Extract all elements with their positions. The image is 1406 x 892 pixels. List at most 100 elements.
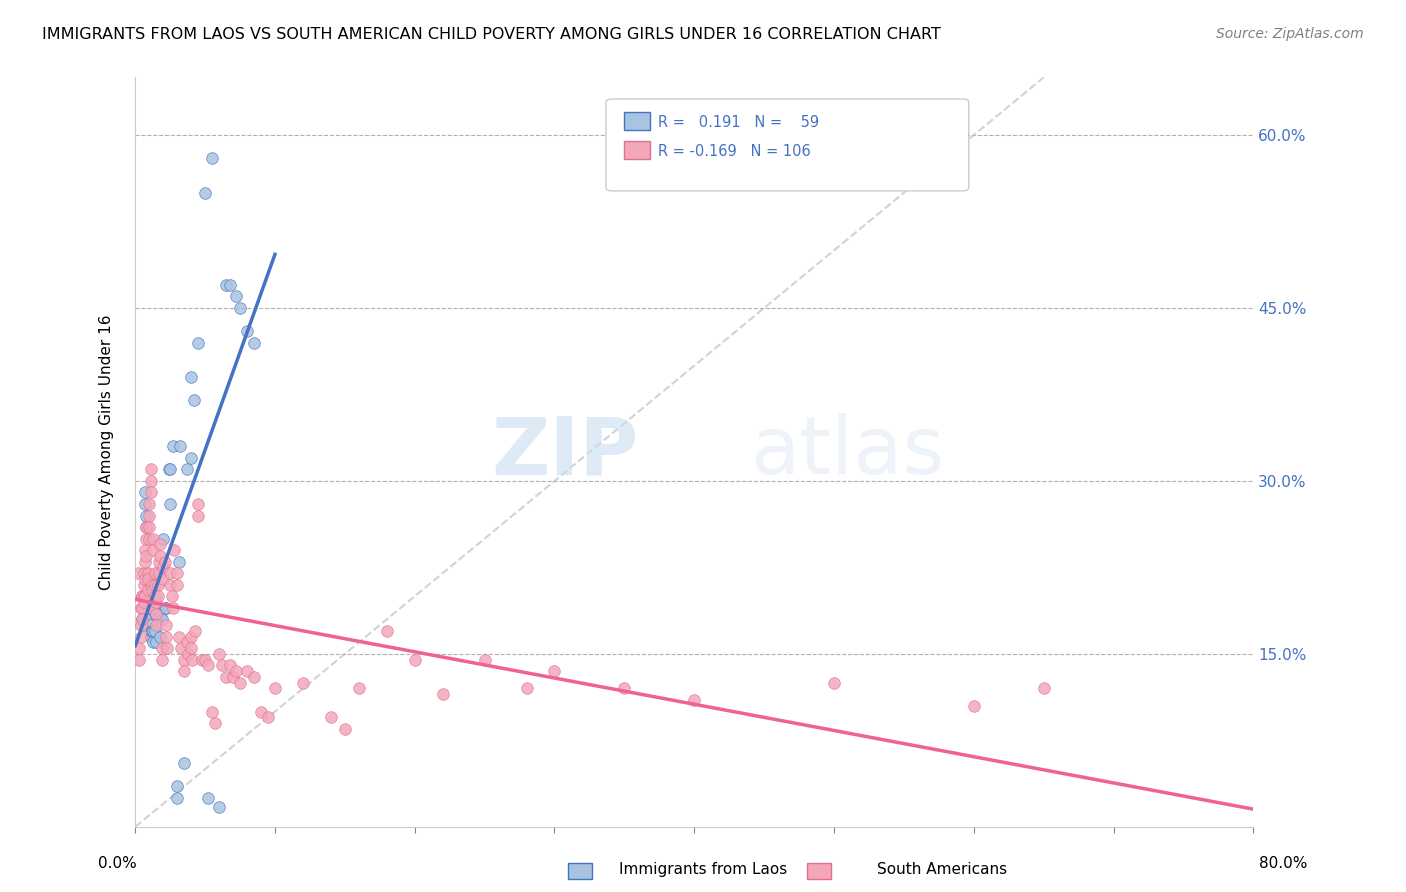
Point bbox=[187, 497, 209, 511]
Point bbox=[191, 653, 214, 667]
Text: R = -0.169   N = 106: R = -0.169 N = 106 bbox=[658, 144, 811, 159]
Point bbox=[250, 705, 273, 719]
Point bbox=[148, 555, 170, 569]
Point bbox=[683, 693, 706, 707]
Point bbox=[138, 578, 160, 592]
Point bbox=[145, 618, 167, 632]
Point bbox=[132, 566, 155, 581]
Point bbox=[156, 641, 179, 656]
Point bbox=[128, 641, 150, 656]
Point bbox=[141, 600, 163, 615]
Point bbox=[152, 560, 174, 574]
Point bbox=[139, 630, 162, 644]
Point bbox=[150, 653, 173, 667]
Text: atlas: atlas bbox=[751, 413, 945, 491]
Point bbox=[155, 600, 177, 615]
Point bbox=[219, 658, 242, 673]
Point bbox=[432, 687, 454, 701]
Point bbox=[180, 370, 202, 384]
Point bbox=[141, 583, 163, 598]
Point bbox=[135, 520, 157, 534]
Point bbox=[131, 600, 153, 615]
Point bbox=[143, 578, 166, 592]
Point bbox=[194, 186, 217, 200]
Point bbox=[136, 566, 159, 581]
Point bbox=[264, 681, 287, 696]
Point bbox=[142, 635, 165, 649]
Text: Source: ZipAtlas.com: Source: ZipAtlas.com bbox=[1216, 27, 1364, 41]
Point bbox=[162, 439, 184, 453]
Point bbox=[141, 578, 163, 592]
Point bbox=[170, 641, 193, 656]
Point bbox=[138, 572, 160, 586]
Point bbox=[208, 647, 231, 661]
Point bbox=[135, 532, 157, 546]
Point bbox=[132, 618, 155, 632]
Point bbox=[159, 578, 181, 592]
Point bbox=[201, 705, 224, 719]
Point bbox=[145, 607, 167, 621]
Point bbox=[375, 624, 398, 638]
Point bbox=[257, 710, 280, 724]
Point bbox=[145, 635, 167, 649]
Point bbox=[159, 462, 181, 476]
Point bbox=[134, 485, 156, 500]
Point bbox=[139, 485, 162, 500]
Point bbox=[149, 607, 172, 621]
Point bbox=[543, 664, 565, 678]
Point bbox=[146, 578, 169, 592]
Point bbox=[167, 630, 190, 644]
Point bbox=[132, 600, 155, 615]
Point bbox=[142, 532, 165, 546]
Point bbox=[613, 681, 636, 696]
Point bbox=[134, 555, 156, 569]
Point bbox=[173, 664, 195, 678]
Point bbox=[129, 600, 152, 615]
Point bbox=[152, 572, 174, 586]
Point bbox=[138, 600, 160, 615]
Point bbox=[215, 277, 238, 292]
Point bbox=[150, 641, 173, 656]
Point bbox=[134, 543, 156, 558]
Point bbox=[139, 630, 162, 644]
Point bbox=[181, 653, 204, 667]
Point bbox=[236, 324, 259, 338]
Text: Immigrants from Laos: Immigrants from Laos bbox=[619, 863, 787, 877]
Point bbox=[128, 653, 150, 667]
Point bbox=[132, 589, 155, 603]
Point bbox=[146, 600, 169, 615]
Point bbox=[143, 624, 166, 638]
Point bbox=[166, 791, 188, 805]
Point bbox=[129, 630, 152, 644]
Point bbox=[138, 572, 160, 586]
Point bbox=[347, 681, 370, 696]
Text: 0.0%: 0.0% bbox=[98, 856, 138, 871]
Point bbox=[474, 653, 496, 667]
Point bbox=[159, 566, 181, 581]
Point bbox=[243, 335, 266, 350]
Point bbox=[215, 670, 238, 684]
Point bbox=[194, 653, 217, 667]
Point bbox=[138, 497, 160, 511]
Point bbox=[131, 589, 153, 603]
Point bbox=[143, 566, 166, 581]
Point bbox=[319, 710, 342, 724]
Point bbox=[141, 624, 163, 638]
Point bbox=[963, 698, 986, 713]
Text: ZIP: ZIP bbox=[491, 413, 638, 491]
Point bbox=[225, 664, 247, 678]
Point bbox=[291, 675, 314, 690]
Y-axis label: Child Poverty Among Girls Under 16: Child Poverty Among Girls Under 16 bbox=[100, 314, 114, 590]
Point bbox=[173, 653, 195, 667]
Point bbox=[404, 653, 426, 667]
Point bbox=[515, 681, 537, 696]
Point bbox=[136, 600, 159, 615]
Point bbox=[138, 532, 160, 546]
Point bbox=[159, 497, 181, 511]
Point bbox=[141, 624, 163, 638]
Point bbox=[173, 756, 195, 771]
Point bbox=[155, 630, 177, 644]
Point bbox=[166, 578, 188, 592]
Point bbox=[180, 450, 202, 465]
Point bbox=[180, 630, 202, 644]
